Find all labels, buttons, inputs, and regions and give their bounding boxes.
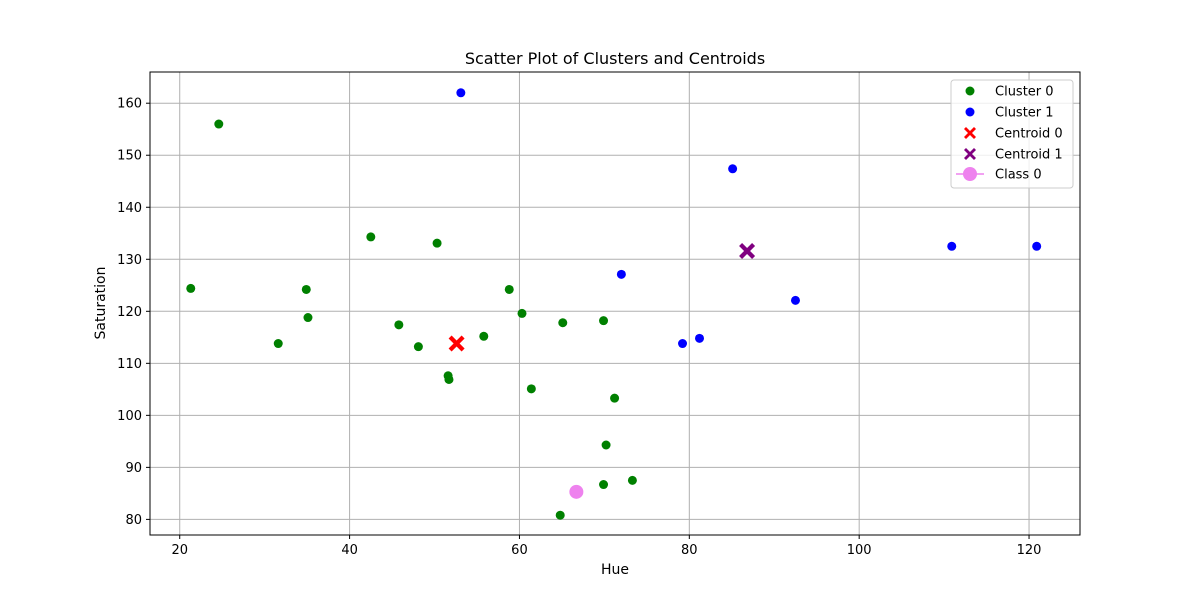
- y-tick-label: 80: [125, 513, 142, 528]
- y-tick-label: 140: [117, 201, 142, 216]
- cluster-0-point: [413, 342, 423, 352]
- cluster-0-point: [394, 320, 404, 330]
- legend-marker-centroid-1: [964, 148, 976, 160]
- y-tick-label: 150: [117, 149, 142, 164]
- cluster-0-point: [599, 480, 609, 490]
- x-tick-label: 120: [1017, 543, 1042, 558]
- chart-title: Scatter Plot of Clusters and Centroids: [465, 49, 765, 68]
- y-tick-label: 120: [117, 305, 142, 320]
- cluster-1-point: [695, 333, 705, 343]
- x-tick-label: 20: [171, 543, 188, 558]
- legend-label-class-0: Class 0: [995, 168, 1042, 183]
- x-tick-label: 40: [341, 543, 358, 558]
- cluster-0-point: [526, 384, 536, 394]
- cluster-1-point: [678, 339, 688, 349]
- legend-label-cluster-0: Cluster 0: [995, 85, 1054, 100]
- legend-item-centroid-0: Centroid 0: [964, 127, 1063, 142]
- y-tick-label: 100: [117, 409, 142, 424]
- y-tick-label: 110: [117, 357, 142, 372]
- legend: Cluster 0 Cluster 1 Centroid 0 Centroid …: [950, 79, 1074, 189]
- data-points: [186, 88, 1042, 520]
- cluster-0-point: [366, 232, 376, 242]
- cluster-0-point: [601, 440, 611, 450]
- x-tick-label: 100: [847, 543, 872, 558]
- cluster-0-point: [301, 284, 311, 294]
- cluster-0-point: [444, 374, 454, 384]
- legend-marker-class-0: [963, 167, 977, 181]
- axis-ticks: 20 40 60 80 100 120 80 90 100 110 120 130 140 150 160: [117, 97, 1041, 558]
- cluster-0-point: [610, 393, 620, 403]
- cluster-0-point: [599, 316, 609, 326]
- y-axis-label: Saturation: [93, 267, 109, 340]
- centroid-0-point: [448, 335, 465, 352]
- cluster-0-point: [303, 313, 313, 323]
- y-tick-label: 130: [117, 253, 142, 268]
- legend-marker-cluster-1: [965, 107, 975, 117]
- class-0-point: [569, 484, 584, 499]
- grid: [150, 72, 1080, 535]
- cluster-0-point: [214, 119, 224, 129]
- cluster-0-point: [627, 475, 637, 485]
- legend-item-class-0: Class 0: [956, 167, 1042, 183]
- legend-item-cluster-0: Cluster 0: [965, 85, 1054, 100]
- legend-label-centroid-0: Centroid 0: [995, 127, 1063, 142]
- cluster-1-point: [1032, 241, 1042, 251]
- cluster-1-point: [790, 295, 800, 305]
- cluster-0-point: [517, 308, 527, 318]
- cluster-1-point: [456, 88, 466, 98]
- y-tick-label: 160: [117, 97, 142, 112]
- legend-marker-cluster-0: [965, 86, 975, 96]
- cluster-0-point: [479, 331, 489, 341]
- cluster-0-point: [186, 283, 196, 293]
- x-tick-label: 80: [681, 543, 698, 558]
- cluster-0-point: [504, 284, 514, 294]
- cluster-0-point: [273, 339, 283, 349]
- y-tick-label: 90: [125, 461, 142, 476]
- legend-label-centroid-1: Centroid 1: [995, 148, 1063, 163]
- centroid-1-point: [739, 242, 756, 259]
- cluster-1-point: [728, 164, 738, 174]
- legend-label-cluster-1: Cluster 1: [995, 106, 1054, 121]
- legend-item-centroid-1: Centroid 1: [964, 148, 1063, 163]
- legend-box: [950, 79, 1074, 189]
- cluster-1-point: [616, 269, 626, 279]
- cluster-0-point: [432, 238, 442, 248]
- x-axis-label: Hue: [601, 562, 629, 578]
- cluster-0-point: [558, 318, 568, 328]
- x-tick-label: 60: [511, 543, 528, 558]
- cluster-1-point: [947, 241, 957, 251]
- cluster-0-point: [555, 510, 565, 520]
- plot-area-frame: [149, 71, 1081, 536]
- legend-item-cluster-1: Cluster 1: [965, 106, 1054, 121]
- legend-marker-centroid-0: [964, 127, 976, 139]
